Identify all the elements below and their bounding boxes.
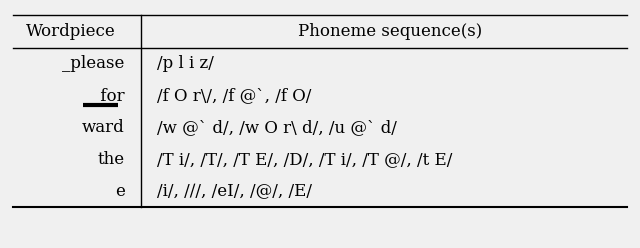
Text: Wordpiece: Wordpiece bbox=[26, 23, 115, 40]
Text: ward: ward bbox=[82, 119, 125, 136]
Text: /i/, /∕/, /eI/, /@/, /E/: /i/, /∕/, /eI/, /@/, /E/ bbox=[157, 183, 312, 200]
Text: _for: _for bbox=[92, 87, 125, 104]
Text: /T i/, /T/, /T E/, /D/, /T i/, /T @/, /t E/: /T i/, /T/, /T E/, /D/, /T i/, /T @/, /t… bbox=[157, 151, 452, 168]
Text: _please: _please bbox=[63, 56, 125, 72]
Text: the: the bbox=[98, 151, 125, 168]
Text: /p l i z/: /p l i z/ bbox=[157, 56, 214, 72]
Text: /w @` d/, /w O r\ d/, /u @` d/: /w @` d/, /w O r\ d/, /u @` d/ bbox=[157, 119, 397, 136]
Text: e: e bbox=[115, 183, 125, 200]
Text: Phoneme sequence(s): Phoneme sequence(s) bbox=[298, 23, 483, 40]
Text: /f O r\/, /f @`, /f O/: /f O r\/, /f @`, /f O/ bbox=[157, 87, 311, 104]
